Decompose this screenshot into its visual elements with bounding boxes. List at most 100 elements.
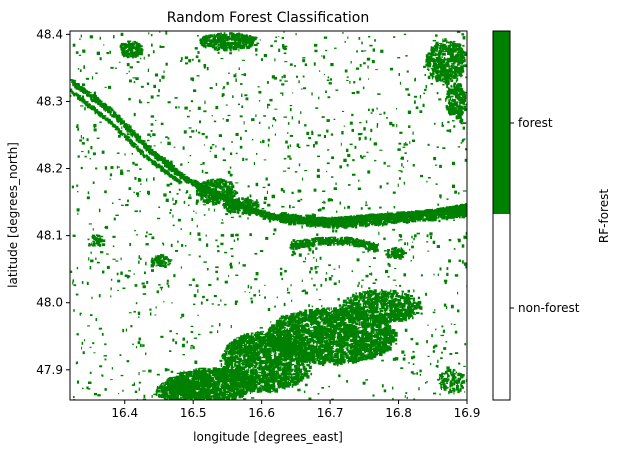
forest-patch — [365, 221, 368, 223]
forest-patch — [223, 148, 225, 151]
forest-patch — [219, 360, 222, 362]
forest-patch — [137, 61, 140, 63]
forest-patch — [145, 353, 146, 356]
forest-patch — [367, 218, 368, 220]
forest-patch — [168, 137, 170, 139]
forest-patch — [392, 398, 393, 400]
forest-patch — [230, 153, 232, 156]
forest-patch — [457, 292, 458, 295]
forest-patch — [87, 196, 90, 199]
forest-patch — [191, 100, 193, 102]
forest-patch — [451, 323, 452, 324]
forest-patch — [157, 290, 159, 293]
forest-patch — [82, 388, 84, 389]
forest-patch — [387, 211, 388, 212]
forest-patch — [206, 235, 207, 237]
forest-patch — [189, 110, 191, 111]
forest-patch — [235, 275, 238, 276]
forest-patch — [191, 130, 194, 132]
forest-patch — [399, 234, 402, 237]
forest-patch — [373, 257, 376, 259]
forest-patch — [99, 365, 102, 367]
forest-patch — [145, 262, 147, 266]
forest-patch — [249, 292, 250, 293]
forest-patch — [339, 304, 341, 307]
forest-patch — [137, 146, 139, 148]
forest-patch — [135, 210, 138, 212]
forest-patch — [151, 123, 154, 125]
forest-patch — [171, 174, 173, 175]
forest-patch — [359, 138, 360, 141]
forest-patch — [215, 266, 219, 268]
forest-patch — [136, 234, 138, 235]
forest-patch — [90, 260, 93, 263]
forest-patch — [418, 219, 420, 221]
forest-patch — [331, 222, 334, 224]
forest-patch — [146, 232, 148, 234]
forest-patch — [163, 301, 164, 303]
forest-patch — [175, 97, 178, 99]
forest-patch — [396, 124, 397, 127]
forest-patch — [398, 240, 399, 242]
forest-patch — [278, 49, 280, 52]
forest-patch — [283, 171, 286, 172]
forest-patch — [153, 177, 155, 180]
forest-patch — [347, 223, 351, 225]
forest-patch — [134, 177, 136, 180]
forest-patch — [446, 306, 447, 309]
forest-patch — [331, 156, 334, 159]
forest-patch — [264, 159, 267, 160]
forest-patch — [437, 92, 439, 94]
forest-patch — [319, 299, 321, 300]
forest-patch — [347, 164, 349, 167]
forest-patch — [87, 101, 89, 103]
forest-patch — [161, 123, 164, 125]
forest-patch — [430, 216, 432, 217]
forest-patch — [331, 199, 334, 201]
forest-patch — [76, 185, 78, 187]
forest-patch — [405, 142, 406, 144]
forest-patch — [433, 346, 435, 349]
forest-patch — [305, 63, 307, 66]
forest-patch — [181, 174, 185, 177]
forest-patch — [115, 129, 116, 130]
forest-patch — [368, 36, 370, 38]
forest-patch — [462, 139, 464, 141]
forest-patch — [393, 280, 396, 281]
forest-patch — [287, 146, 289, 149]
forest-patch — [233, 74, 236, 77]
forest-patch — [274, 40, 277, 42]
forest-patch — [78, 68, 79, 70]
forest-patch — [255, 48, 258, 51]
forest-patch — [120, 172, 123, 175]
forest-patch — [408, 290, 411, 293]
forest-patch — [425, 293, 427, 296]
forest-patch — [308, 253, 310, 254]
forest-patch — [221, 234, 225, 237]
forest-patch — [146, 149, 148, 151]
forest-patch — [140, 58, 141, 60]
forest-patch — [99, 328, 102, 330]
forest-patch — [158, 284, 160, 286]
forest-patch — [84, 107, 86, 110]
forest-patch — [373, 282, 376, 284]
forest-patch — [322, 224, 325, 228]
plot-area — [70, 31, 471, 403]
forest-patch — [72, 186, 74, 189]
forest-patch — [416, 213, 419, 217]
forest-patch — [276, 215, 277, 216]
forest-patch — [372, 218, 373, 220]
forest-patch — [292, 207, 295, 209]
forest-patch — [249, 233, 252, 236]
forest-patch — [244, 73, 246, 76]
forest-patch — [240, 83, 242, 85]
forest-patch — [239, 262, 240, 265]
forest-patch — [461, 33, 464, 35]
forest-patch — [376, 108, 377, 110]
forest-patch — [244, 94, 247, 96]
chart-title: Random Forest Classification — [167, 10, 369, 26]
forest-patch — [375, 69, 378, 70]
forest-patch — [305, 384, 308, 387]
forest-patch — [160, 287, 163, 289]
forest-patch — [191, 331, 194, 333]
